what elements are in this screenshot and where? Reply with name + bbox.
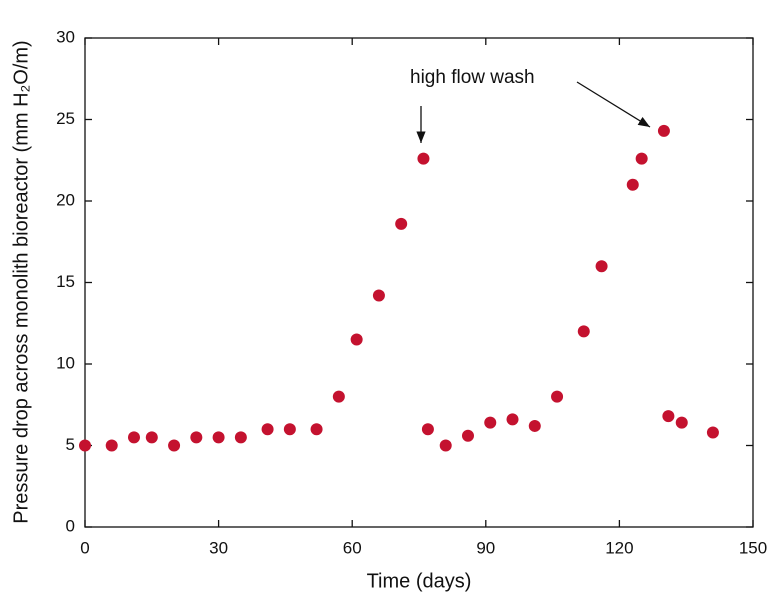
- data-point: [145, 431, 158, 444]
- y-tick-label: 5: [66, 435, 75, 454]
- data-point: [528, 419, 541, 432]
- data-point: [105, 439, 118, 452]
- x-tick-label: 90: [476, 538, 495, 557]
- y-tick-label: 25: [56, 109, 75, 128]
- data-point: [417, 152, 430, 165]
- plot-frame: [84, 37, 754, 528]
- y-tick-label: 0: [66, 516, 75, 535]
- x-tick-label: 150: [739, 538, 767, 557]
- data-point: [706, 426, 719, 439]
- data-point: [421, 423, 434, 436]
- y-tick-label: 30: [56, 27, 75, 46]
- data-point: [551, 390, 564, 403]
- data-point: [168, 439, 181, 452]
- data-point: [635, 152, 648, 165]
- data-point: [310, 423, 323, 436]
- data-point: [662, 410, 675, 423]
- data-point: [439, 439, 452, 452]
- data-point: [461, 429, 474, 442]
- x-tick-label: 120: [605, 538, 633, 557]
- data-point: [212, 431, 225, 444]
- data-point: [283, 423, 296, 436]
- data-point: [484, 416, 497, 429]
- data-point: [372, 289, 385, 302]
- x-axis-title: Time (days): [367, 570, 472, 592]
- annotation-arrow: [576, 81, 651, 128]
- y-axis-title: Pressure drop across monolith bioreactor…: [10, 40, 32, 523]
- data-point: [190, 431, 203, 444]
- y-tick-label: 10: [56, 353, 75, 372]
- x-tick-label: 60: [343, 538, 362, 557]
- annotation: high flow wash: [410, 67, 535, 88]
- data-point: [657, 124, 670, 137]
- y-tick-label: 15: [56, 272, 75, 291]
- data-point: [261, 423, 274, 436]
- data-point: [395, 217, 408, 230]
- data-point: [350, 333, 363, 346]
- x-tick-label: 30: [209, 538, 228, 557]
- data-point: [577, 325, 590, 338]
- data-point: [127, 431, 140, 444]
- y-tick-label: 20: [56, 190, 75, 209]
- data-point: [675, 416, 688, 429]
- data-point: [595, 260, 608, 273]
- x-tick-label: 0: [80, 538, 89, 557]
- data-point: [79, 439, 91, 452]
- data-point: [332, 390, 345, 403]
- data-point: [626, 178, 639, 191]
- data-point: [506, 413, 519, 426]
- data-point: [234, 431, 247, 444]
